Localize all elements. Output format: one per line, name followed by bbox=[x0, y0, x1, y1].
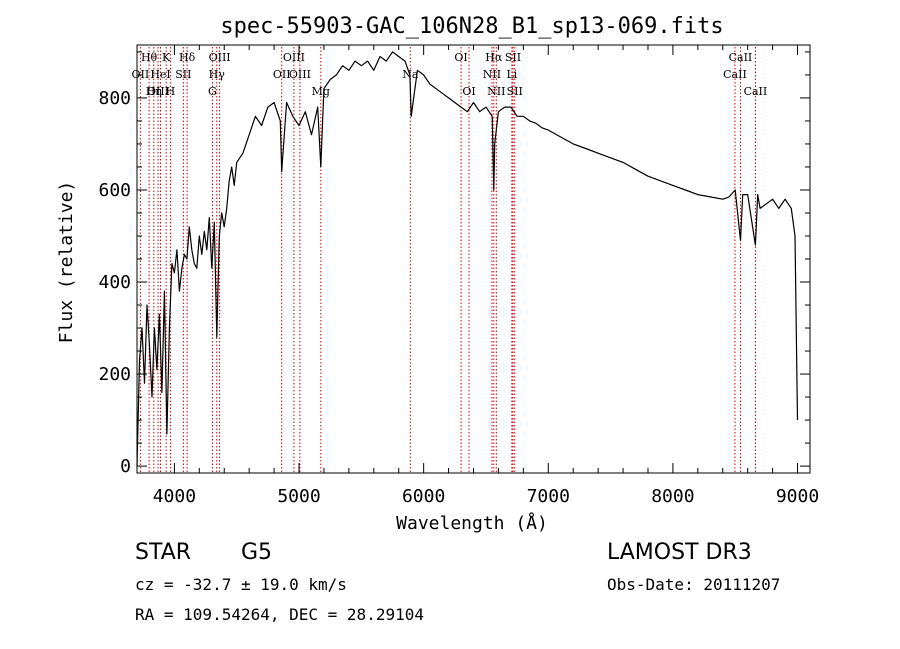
spectral-line-label: NII bbox=[483, 68, 501, 81]
x-tick-label: 9000 bbox=[776, 486, 819, 507]
spectral-line-label: K bbox=[162, 51, 171, 64]
x-axis-title: Wavelength (Å) bbox=[396, 512, 548, 534]
spectral-line-label: CaII bbox=[723, 68, 747, 81]
flux-series-line bbox=[136, 51, 799, 467]
y-tick-label: 600 bbox=[98, 180, 131, 201]
spectral-line-label: OIII bbox=[283, 51, 305, 64]
coordinates: RA = 109.54264, DEC = 28.29104 bbox=[135, 605, 424, 624]
spectral-line-label: SII bbox=[507, 85, 523, 98]
spectral-line-label: Hα bbox=[485, 51, 503, 64]
spectral-line-label: OI bbox=[462, 85, 475, 98]
spectral-line-label: Li bbox=[506, 68, 517, 81]
spectral-line-label: OIII bbox=[209, 51, 231, 64]
spectral-line-label: SII bbox=[505, 51, 521, 64]
y-tick-label: 0 bbox=[120, 456, 131, 477]
x-tick-label: 8000 bbox=[651, 486, 694, 507]
spectral-line-markers bbox=[139, 47, 756, 473]
chart-title: spec-55903-GAC_106N28_B1_sp13-069.fits bbox=[220, 14, 723, 39]
spectral-line-label: OIII bbox=[147, 85, 169, 98]
spectral-line-label: G bbox=[208, 85, 217, 98]
spectral-line-label: SII bbox=[175, 68, 191, 81]
spectral-line-label: Hθ bbox=[141, 51, 158, 64]
spectral-line-label: Na bbox=[402, 68, 419, 81]
spectral-line-label: Hδ bbox=[179, 51, 196, 64]
object-class: STAR bbox=[135, 540, 192, 565]
spectral-line-label: CaII bbox=[744, 85, 768, 98]
spectral-line-label: HeI bbox=[150, 68, 170, 81]
x-tick-label: 5000 bbox=[277, 486, 320, 507]
spectral-line-label: Hη bbox=[146, 85, 162, 98]
spectral-line-label: Mg bbox=[312, 85, 330, 98]
y-tick-label: 200 bbox=[98, 364, 131, 385]
spectral-line-label: OII bbox=[273, 68, 291, 81]
spectral-line-label: OIII bbox=[289, 68, 311, 81]
x-tick-label: 7000 bbox=[527, 486, 570, 507]
spectral-line-label: Hγ bbox=[209, 68, 226, 81]
survey-name: LAMOST DR3 bbox=[607, 540, 752, 565]
y-axis-title: Flux (relative) bbox=[56, 181, 77, 344]
plot-frame bbox=[136, 44, 811, 474]
y-axis-ticks: 0 200 400 600 800 bbox=[98, 51, 810, 477]
x-tick-label: 6000 bbox=[402, 486, 445, 507]
observation-date: Obs-Date: 20111207 bbox=[607, 575, 781, 594]
x-tick-label: 4000 bbox=[153, 486, 196, 507]
spectral-line-label: NII bbox=[487, 85, 505, 98]
y-tick-label: 800 bbox=[98, 88, 131, 109]
spectral-subclass: G5 bbox=[241, 540, 273, 565]
x-axis-ticks: 4000 5000 6000 7000 8000 9000 bbox=[153, 45, 819, 507]
redshift-value: cz = -32.7 ± 19.0 km/s bbox=[135, 575, 347, 594]
y-tick-label: 400 bbox=[98, 272, 131, 293]
spectral-line-label: H bbox=[166, 85, 176, 98]
spectral-line-label: OI bbox=[454, 51, 467, 64]
spectral-line-label: CaII bbox=[729, 51, 753, 64]
